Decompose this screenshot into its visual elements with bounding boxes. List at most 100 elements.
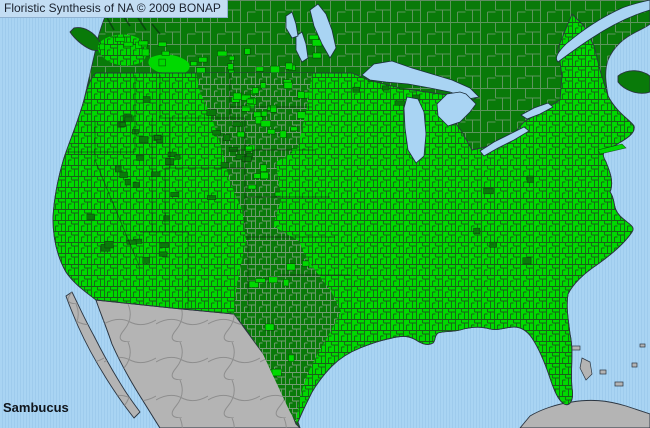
county-cell (212, 130, 222, 136)
county-cell (253, 173, 261, 179)
county-cell (115, 165, 122, 173)
county-cell (138, 40, 149, 46)
vancouver-island (69, 27, 103, 51)
county-cell (119, 121, 126, 127)
county-cell (104, 241, 114, 249)
county-cell (206, 109, 217, 116)
county-cell (132, 182, 140, 188)
lake-winnipegosis (285, 11, 299, 39)
county-cell (228, 55, 235, 61)
county-cell (260, 110, 268, 117)
lake-winnipeg (309, 3, 337, 59)
lake-huron (436, 91, 477, 127)
county-cell (207, 195, 217, 200)
county-cell (247, 184, 257, 190)
map-title: Floristic Synthesis of NA © 2009 BONAP (4, 1, 221, 15)
county-cell (158, 58, 166, 67)
county-cell (198, 56, 208, 63)
county-cell (290, 126, 298, 132)
lake-superior (361, 60, 480, 100)
county-cell (233, 92, 242, 100)
county-cell (136, 154, 145, 161)
county-cell (159, 242, 169, 248)
county-cell (286, 263, 296, 271)
county-cell (158, 251, 168, 257)
county-cell (174, 154, 181, 160)
county-cell (123, 41, 134, 47)
county-cell (167, 151, 177, 158)
county-cell (220, 162, 230, 169)
county-cell (260, 82, 267, 89)
county-cell (151, 171, 161, 177)
county-cell (241, 156, 252, 162)
title-bar: Floristic Synthesis of NA © 2009 BONAP (0, 0, 228, 18)
lake-ontario (520, 102, 554, 120)
county-cell (271, 368, 282, 377)
county-cell (217, 50, 228, 57)
cuba (519, 399, 650, 428)
county-cell (285, 62, 293, 70)
county-cell (268, 276, 278, 284)
state-borders (60, 73, 350, 310)
canadian-lakes (285, 0, 650, 63)
taxon-label: Sambucus (3, 400, 69, 415)
county-cell (246, 98, 254, 104)
county-cell (196, 67, 206, 73)
bahamas (571, 343, 646, 387)
county-cell (489, 241, 497, 248)
county-cell (232, 121, 243, 127)
st-lawrence-river (556, 0, 650, 63)
county-cell (288, 354, 295, 362)
county-cell (248, 280, 259, 288)
bc-coast-inlets (105, 13, 161, 35)
county-cell (312, 52, 322, 59)
county-cell (126, 239, 137, 245)
county-cell (163, 215, 170, 222)
county-cell (223, 134, 231, 141)
county-cell (161, 50, 170, 56)
county-cell (253, 111, 262, 118)
county-cell (190, 61, 198, 67)
county-cell (260, 164, 267, 172)
county-cell (228, 147, 238, 152)
county-cell (483, 187, 494, 195)
county-cell (270, 65, 280, 73)
county-cell (170, 192, 180, 197)
county-cell (142, 256, 150, 264)
county-cell (267, 129, 276, 135)
county-cell (264, 323, 275, 331)
county-cell (381, 85, 390, 91)
county-cell (279, 130, 287, 138)
county-cell (86, 213, 95, 221)
lake-erie (479, 126, 530, 157)
county-cell (99, 43, 105, 51)
county-cell (228, 69, 235, 73)
county-cell (124, 179, 131, 186)
county-cell (141, 48, 150, 57)
county-cell (115, 36, 125, 42)
county-cell (119, 171, 128, 178)
county-cell (522, 257, 532, 265)
county-cell (308, 34, 319, 40)
county-cell (241, 94, 251, 101)
county-cell (138, 136, 149, 144)
county-cell (270, 105, 277, 113)
long-island (597, 143, 627, 155)
county-cell (301, 260, 310, 267)
lake-manitoba (295, 31, 309, 63)
county-cell (252, 87, 259, 94)
county-cell (260, 171, 269, 180)
county-cell (245, 145, 253, 152)
county-cell (255, 66, 264, 72)
county-cell (394, 100, 405, 106)
county-cell (241, 105, 251, 112)
county-cell (473, 227, 481, 235)
county-cell (297, 91, 305, 99)
county-cell (124, 116, 133, 123)
nova-scotia (617, 70, 650, 94)
county-cell (255, 278, 266, 283)
county-cell (260, 120, 271, 128)
county-cell (297, 111, 306, 119)
